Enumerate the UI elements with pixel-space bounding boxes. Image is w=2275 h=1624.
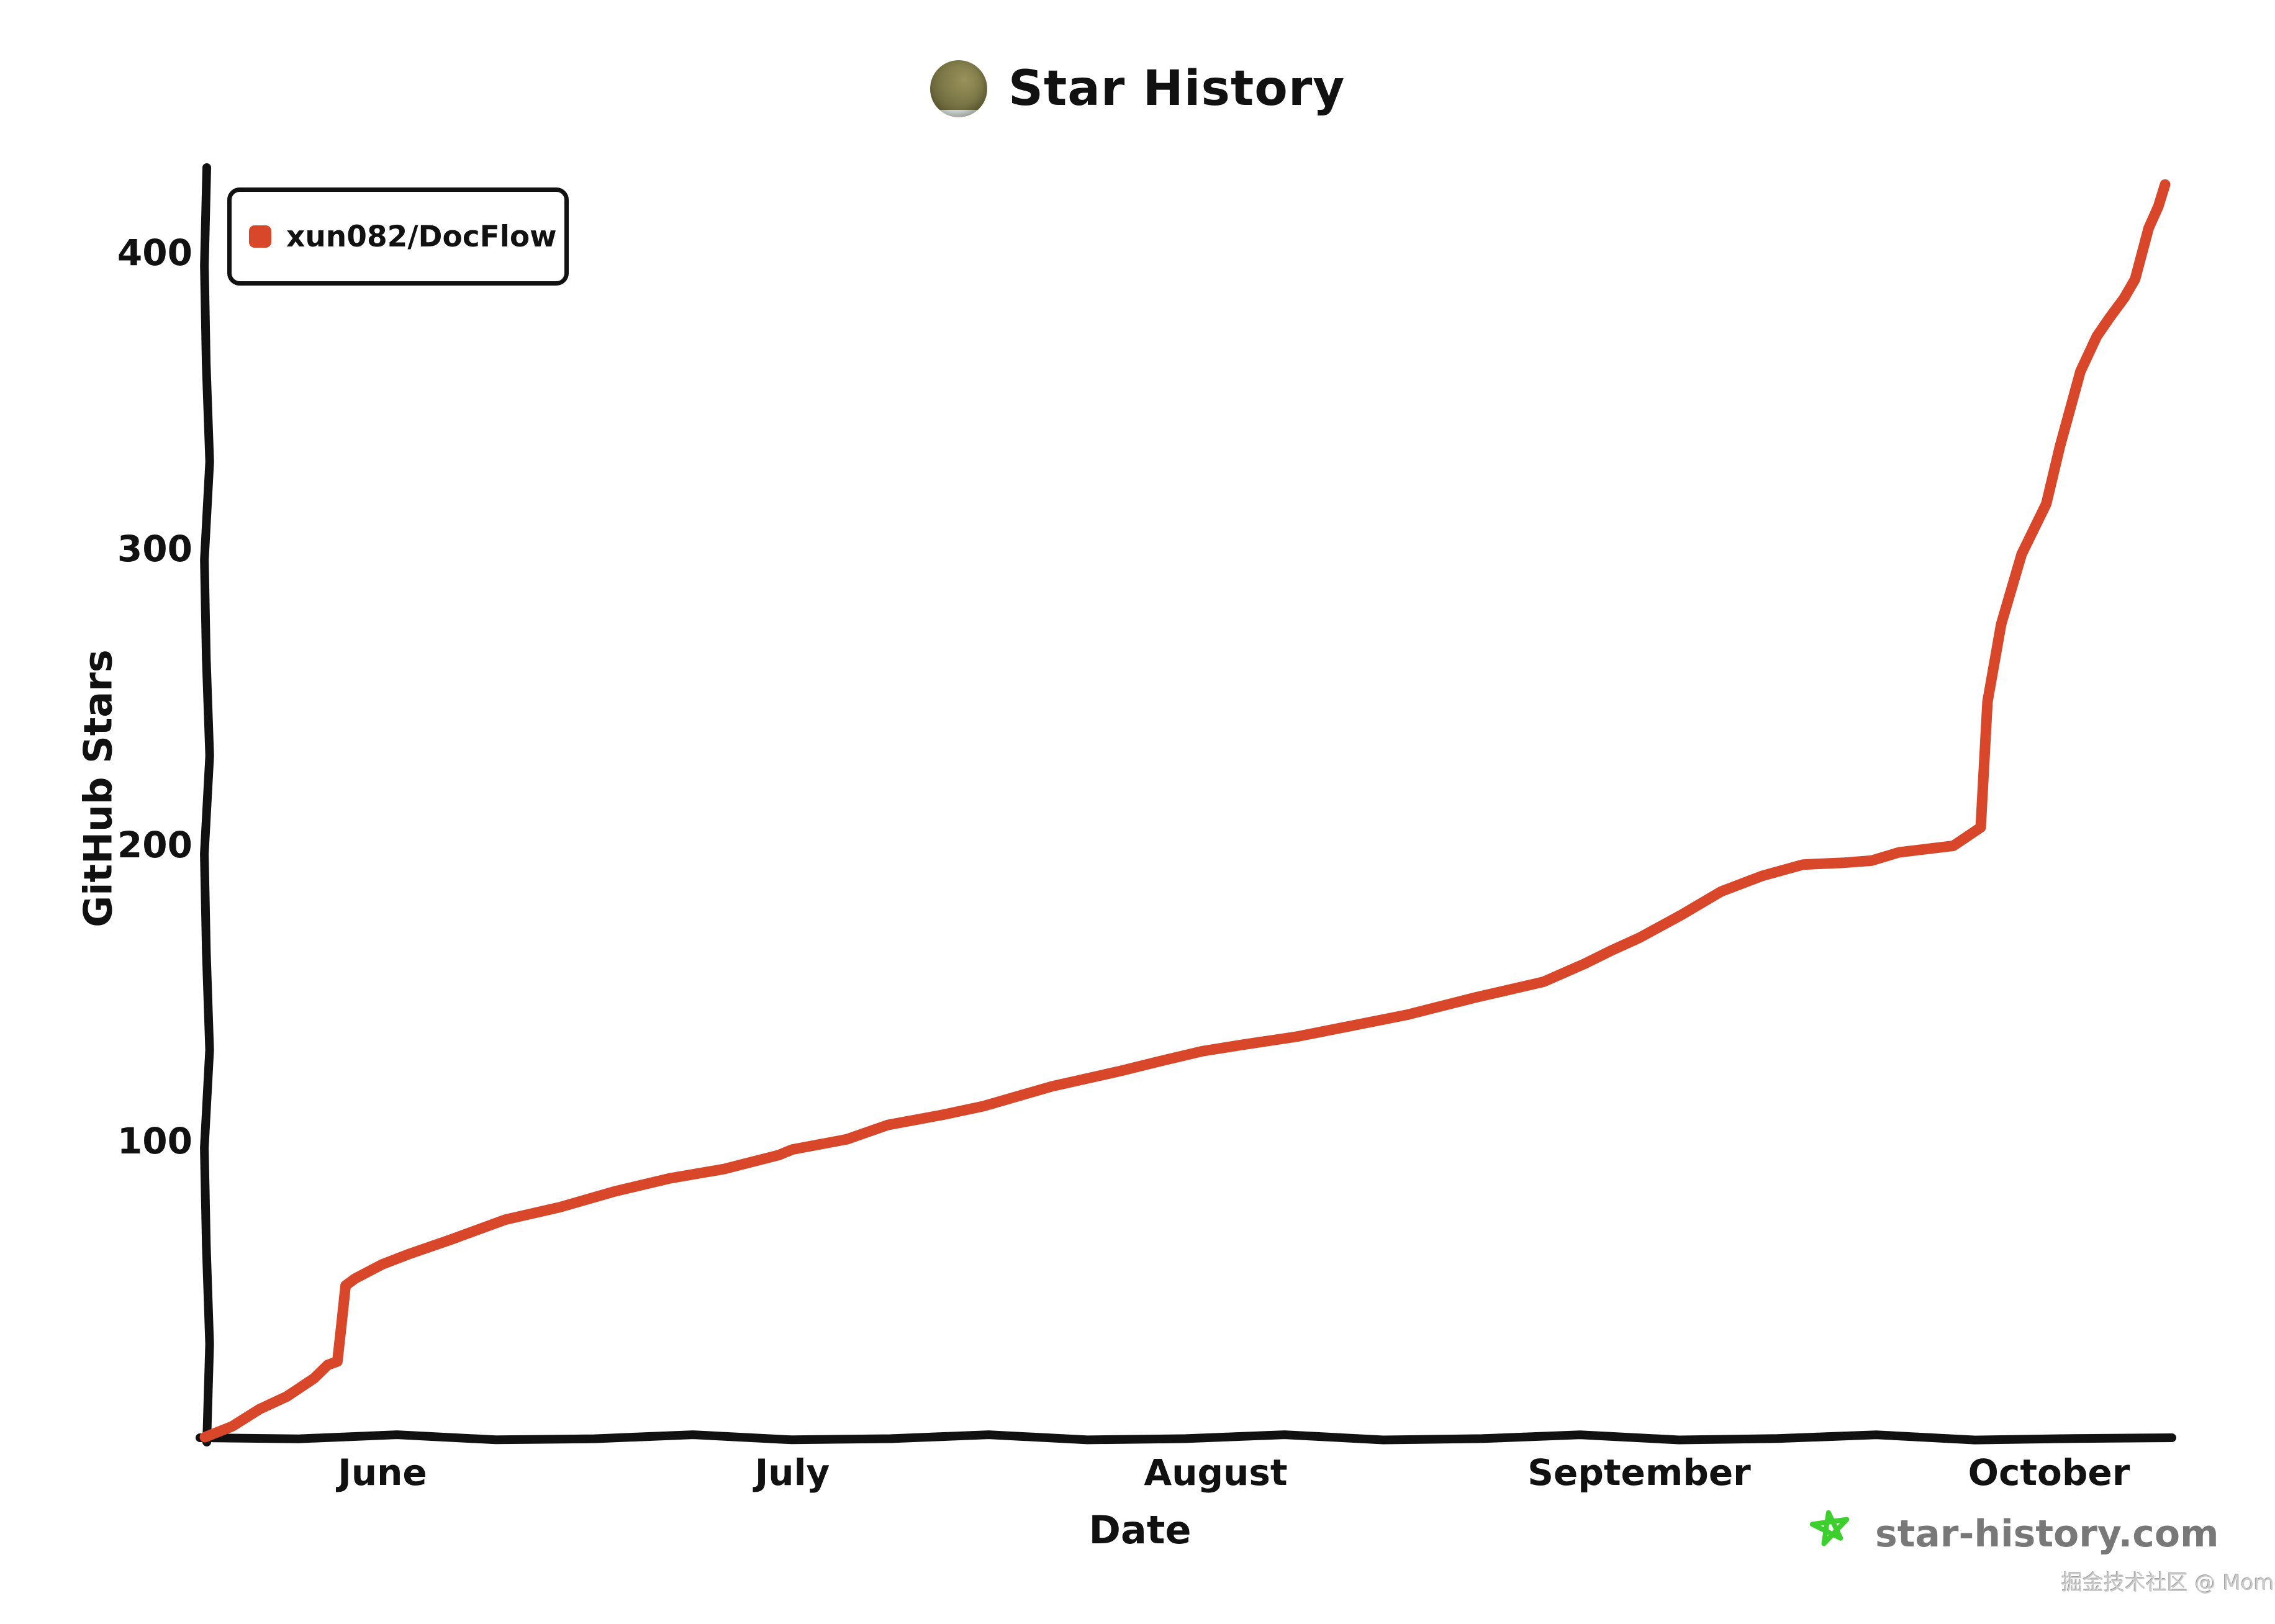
watermark-text: 掘金技术社区 @ Moment [2061,1571,2275,1595]
repo-avatar-icon [929,60,987,117]
series-line-docflow [199,179,2171,1443]
legend: xun082/DocFlow [227,187,569,286]
x-tick-august: August [1144,1451,1288,1494]
x-tick-october: October [1968,1451,2130,1494]
x-axis-line [196,1430,2176,1445]
y-axis-line [200,163,214,1446]
legend-marker-icon [249,225,271,248]
footer-branding: star-history.com [1806,1500,2219,1568]
y-tick-100: 100 [117,1120,192,1162]
x-axis-title: Date [1088,1507,1192,1553]
x-tick-june: June [338,1451,427,1494]
legend-series-label: xun082/DocFlow [286,219,557,254]
y-tick-400: 400 [117,232,192,274]
x-tick-july: July [754,1451,830,1494]
y-tick-200: 200 [117,824,192,866]
footer-site-link[interactable]: star-history.com [1875,1512,2219,1556]
y-tick-300: 300 [117,528,192,570]
page-title: Star History [1008,61,1346,117]
y-axis-title: GitHub Stars [75,649,121,927]
star-doodle-icon [1809,1510,1850,1546]
x-tick-september: September [1527,1451,1751,1494]
chart-header: Star History [0,55,2275,123]
